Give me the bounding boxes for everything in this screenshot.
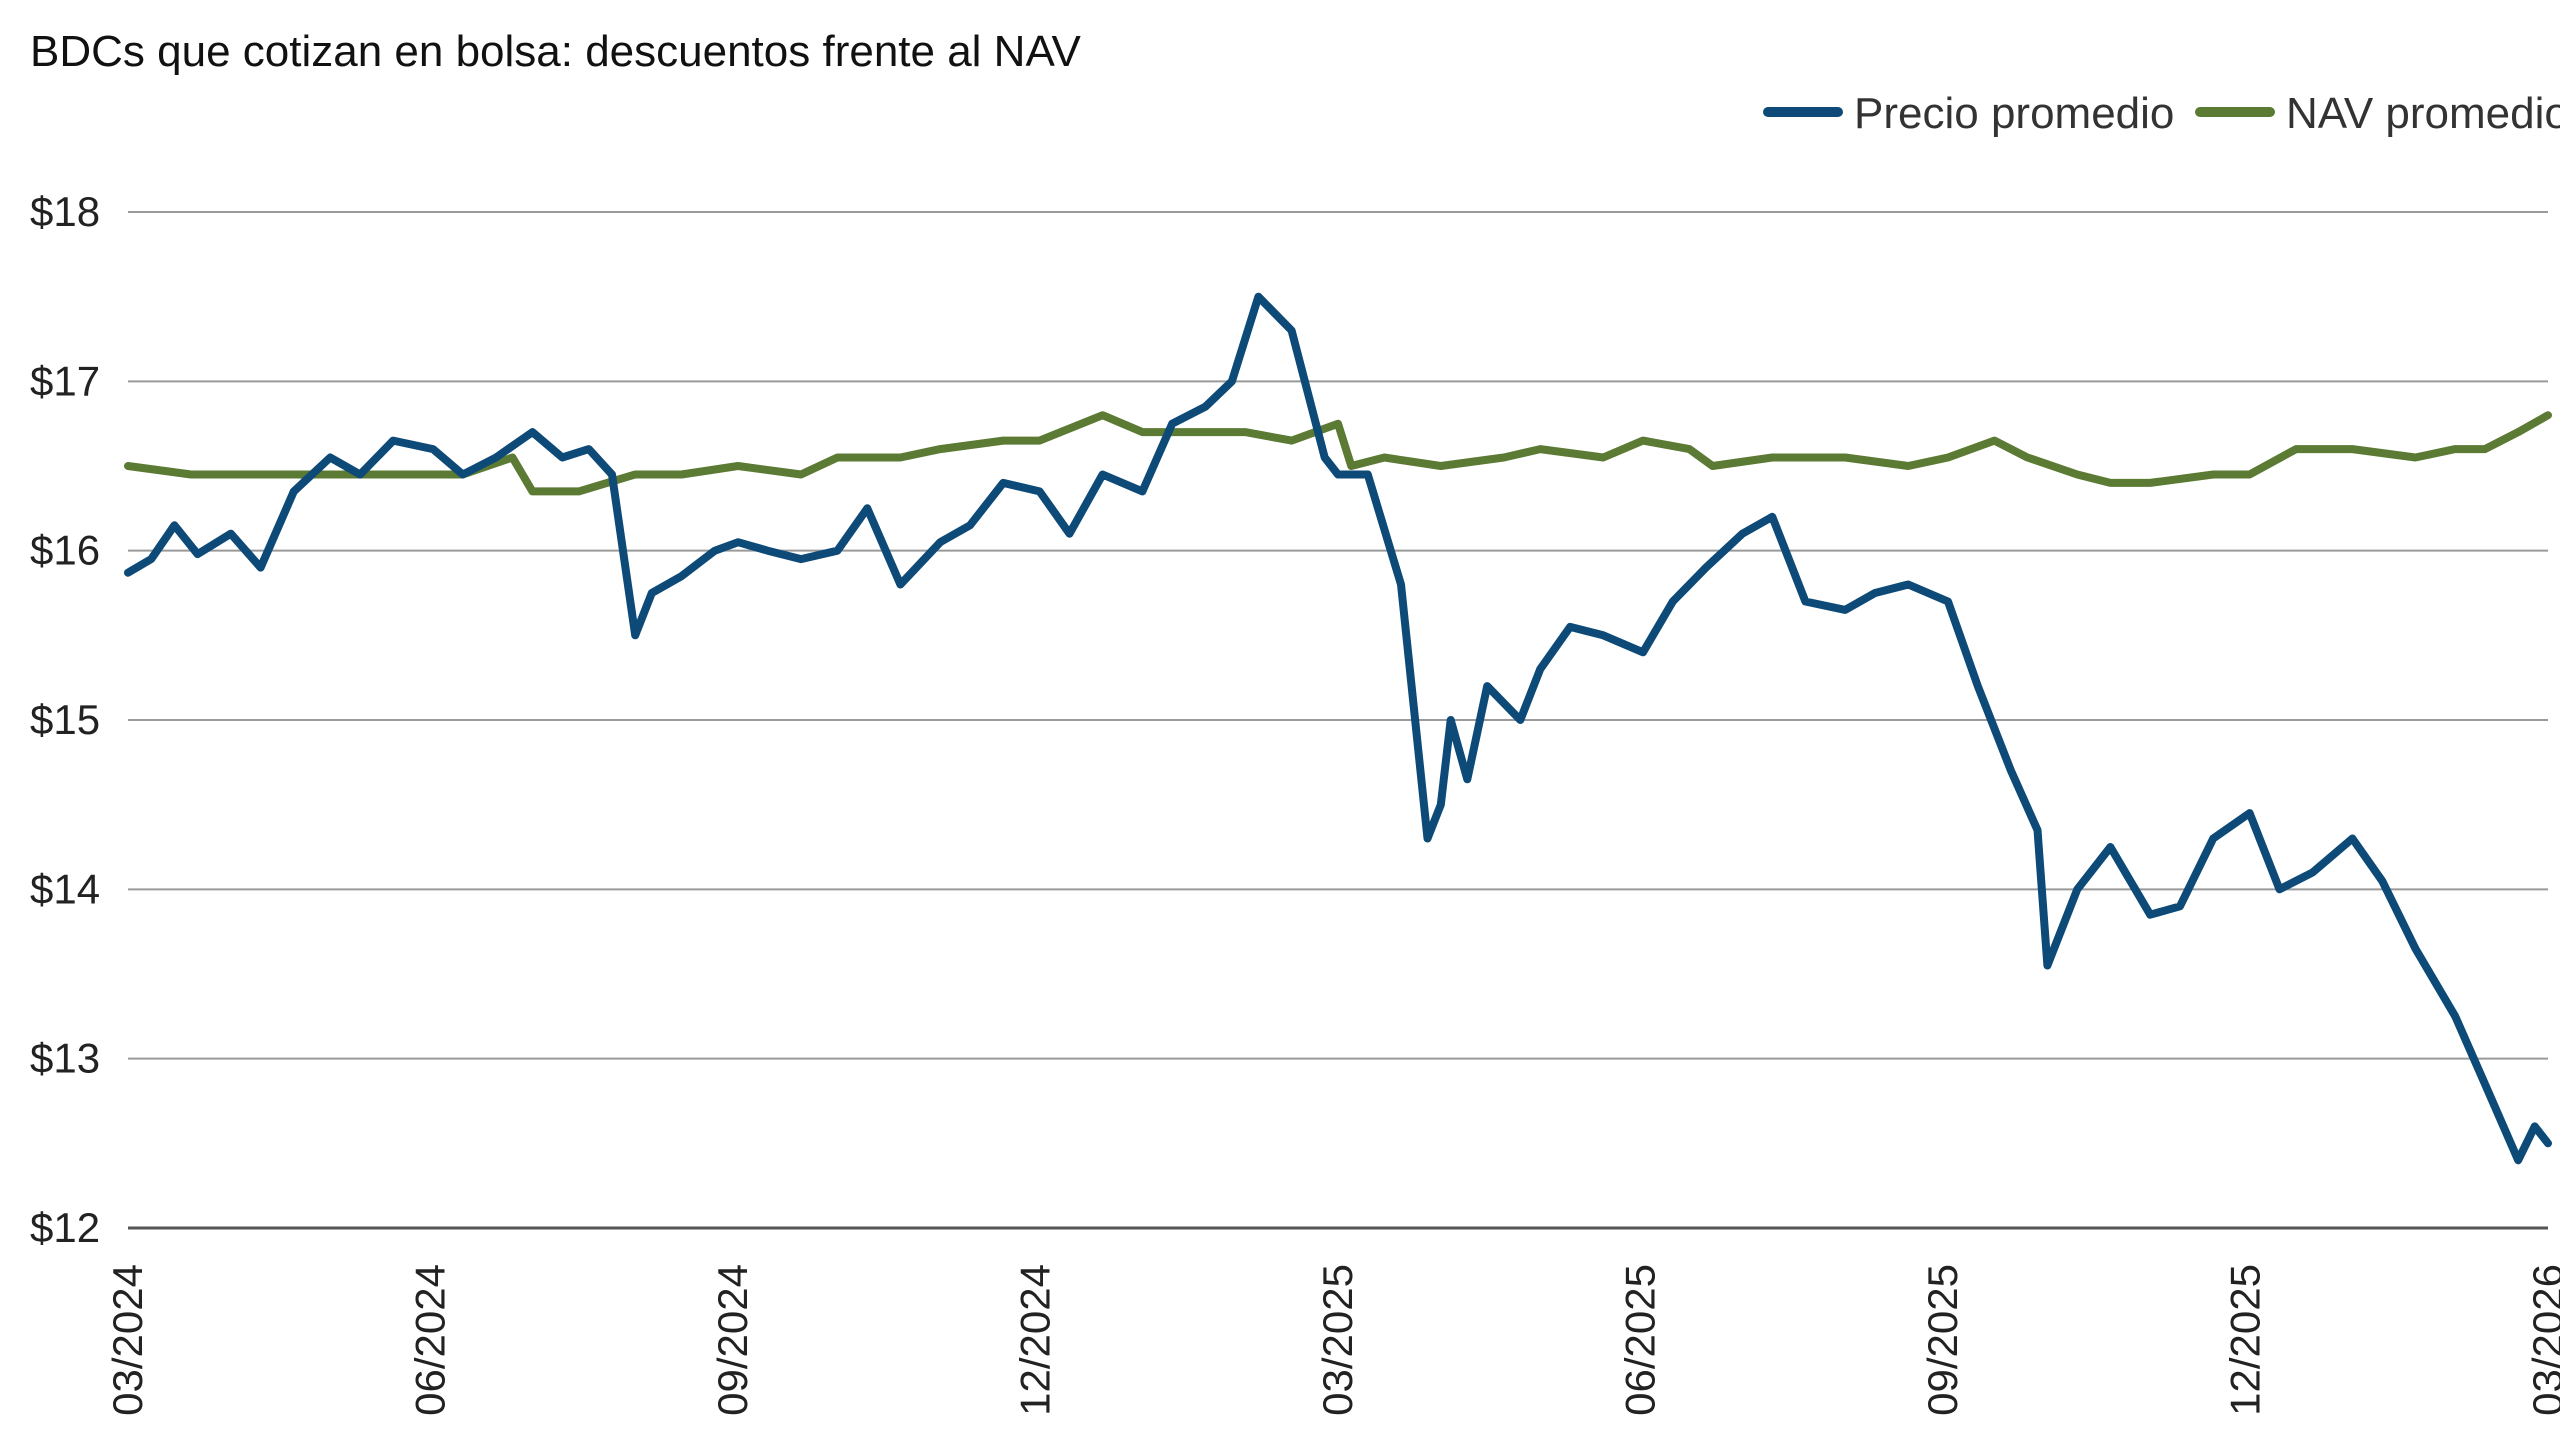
x-tick: 03/2024 [104,1264,151,1416]
x-tick-label: 03/2025 [1314,1264,1361,1416]
x-axis-ticks: 03/2024 06/2024 09/2024 12/2024 03/2025 06/20… [104,1264,2560,1416]
grid-lines [128,211,2548,1230]
x-tick-label: 12/2024 [1012,1264,1059,1416]
x-tick-label: 12/2025 [2222,1264,2269,1416]
x-tick: 09/2025 [1919,1264,1966,1416]
y-tick-label: $17 [30,357,100,404]
x-tick: 12/2024 [1012,1264,1059,1416]
y-tick-label: $14 [30,865,100,912]
chart-title: BDCs que cotizan en bolsa: descuentos fr… [30,27,1082,76]
x-tick: 09/2024 [709,1264,756,1416]
x-tick: 03/2026 [2524,1264,2560,1416]
y-tick-label: $16 [30,527,100,574]
price-line [124,292,2552,1165]
x-tick-label: 09/2025 [1919,1264,1966,1416]
nav-line [124,411,2552,496]
x-tick-label: 09/2024 [709,1264,756,1416]
x-tick-label: 03/2024 [104,1264,151,1416]
x-tick-label: 03/2026 [2524,1264,2560,1416]
series-layer [124,292,2552,1165]
x-tick-label: 06/2024 [407,1264,454,1416]
y-tick-label: $13 [30,1035,100,1082]
x-tick-label: 06/2025 [1617,1264,1664,1416]
legend-label-nav: NAV promedio [2286,89,2560,138]
x-tick: 06/2025 [1617,1264,1664,1416]
legend: Precio promedio NAV promedio [1763,89,2560,138]
x-tick: 12/2025 [2222,1264,2269,1416]
y-axis-ticks: $12 $13 $14 $15 $16 $17 $18 [30,188,100,1251]
x-tick: 06/2024 [407,1264,454,1416]
y-tick-label: $12 [30,1204,100,1251]
x-tick: 03/2025 [1314,1264,1361,1416]
legend-label-price: Precio promedio [1854,89,2174,138]
y-tick-label: $15 [30,696,100,743]
y-tick-label: $18 [30,188,100,235]
